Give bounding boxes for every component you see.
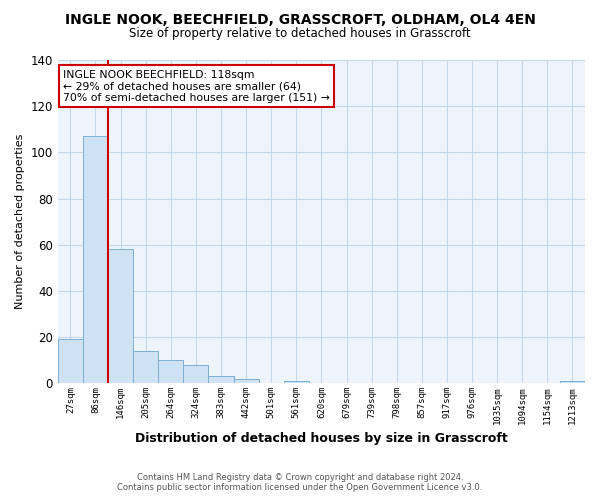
Y-axis label: Number of detached properties: Number of detached properties (15, 134, 25, 310)
Bar (158, 360, 184, 384)
X-axis label: Distribution of detached houses by size in Grasscroft: Distribution of detached houses by size … (135, 432, 508, 445)
Text: INGLE NOOK BEECHFIELD: 118sqm
← 29% of detached houses are smaller (64)
70% of s: INGLE NOOK BEECHFIELD: 118sqm ← 29% of d… (63, 70, 330, 103)
Bar (560, 381, 585, 384)
Bar (83, 136, 108, 384)
Text: Contains HM Land Registry data © Crown copyright and database right 2024.
Contai: Contains HM Land Registry data © Crown c… (118, 473, 482, 492)
Bar (284, 381, 309, 384)
Bar (108, 250, 133, 384)
Bar (58, 340, 83, 384)
Text: INGLE NOOK, BEECHFIELD, GRASSCROFT, OLDHAM, OL4 4EN: INGLE NOOK, BEECHFIELD, GRASSCROFT, OLDH… (65, 12, 535, 26)
Bar (133, 351, 158, 384)
Bar (208, 376, 233, 384)
Bar (184, 365, 208, 384)
Text: Size of property relative to detached houses in Grasscroft: Size of property relative to detached ho… (129, 28, 471, 40)
Bar (233, 378, 259, 384)
